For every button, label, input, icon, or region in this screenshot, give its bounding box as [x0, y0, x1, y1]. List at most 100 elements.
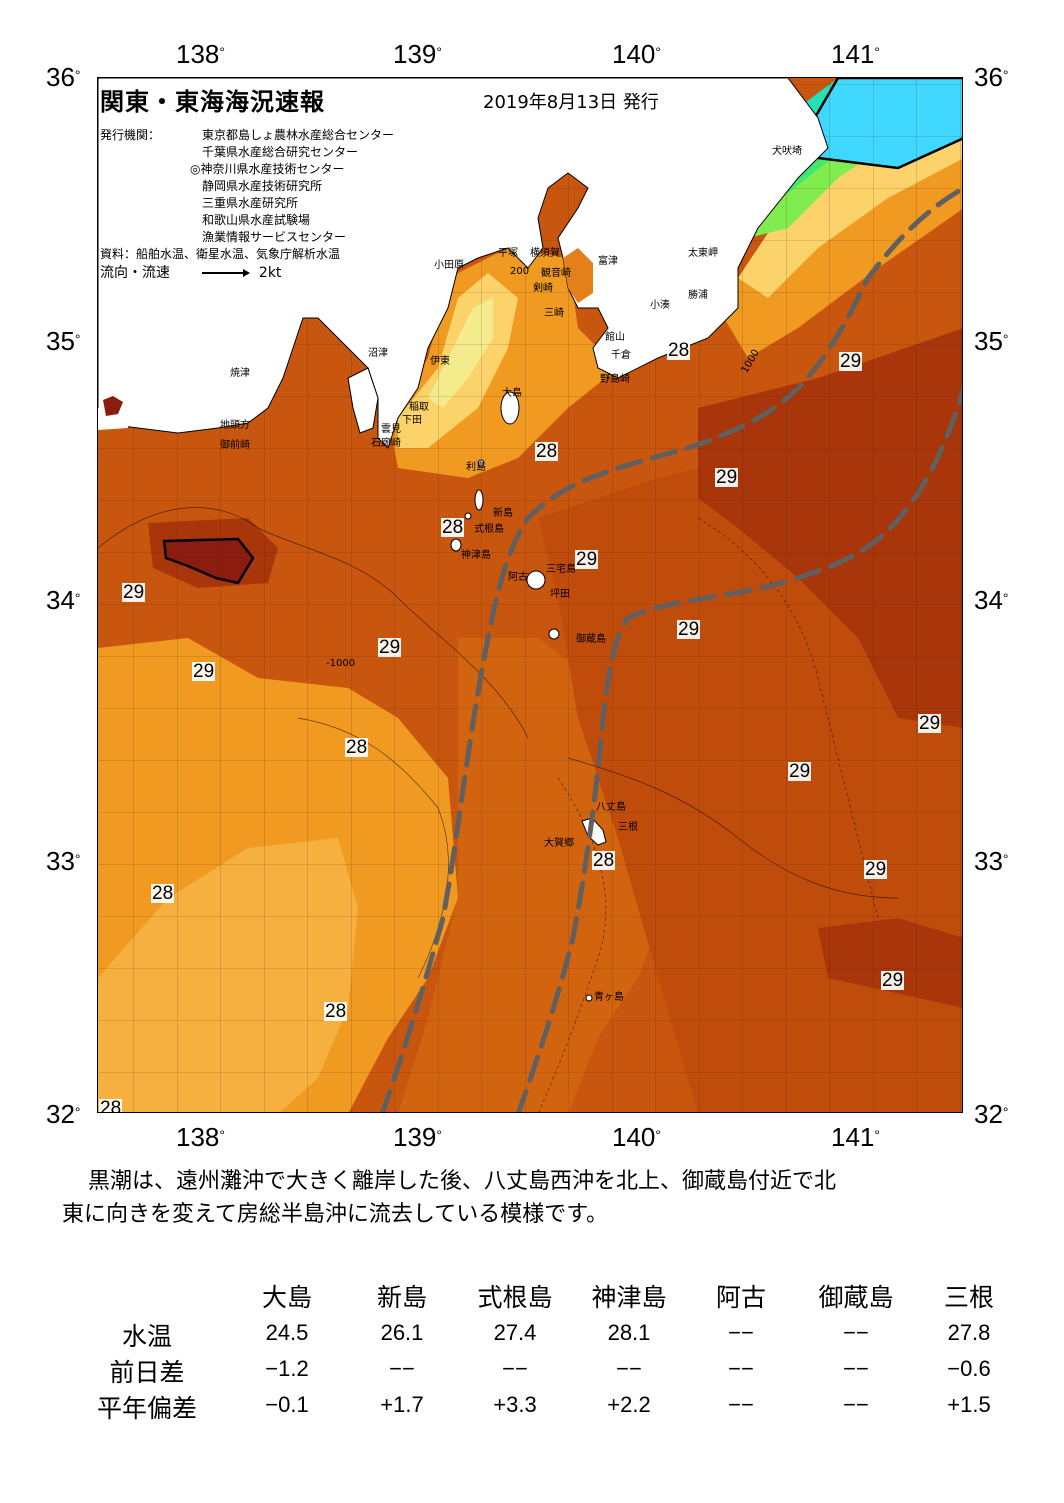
place-omaezaki: 御前崎 [220, 440, 250, 451]
place-irozaki: 石廊崎 [371, 438, 401, 449]
lat-label-right-35: 35° [974, 326, 1009, 356]
isobath-contour [538, 777, 607, 1112]
table-header: 三根 [943, 1283, 995, 1312]
table-header: 御蔵島 [818, 1283, 894, 1312]
issuer-item: 和歌山県水産試験場 [202, 213, 311, 227]
table-cell: 24.5 [265, 1320, 309, 1345]
table-cell: −− [843, 1356, 869, 1381]
temp-label: 28 [592, 850, 616, 871]
place-mikurajima: 御蔵島 [576, 634, 606, 645]
island-mikurajima [548, 628, 560, 640]
place-kumomi: 雲見 [381, 424, 401, 435]
place-mitsune: 三根 [618, 822, 638, 833]
temp-label: 29 [881, 970, 905, 991]
kuroshio-edge-line [516, 386, 962, 1112]
table-cell: 26.1 [380, 1320, 424, 1345]
place-katsuura: 勝浦 [688, 290, 708, 301]
land-honshu [98, 78, 829, 449]
depth-label-minus-1000: -1000 [326, 658, 356, 669]
row-label: 水温 [121, 1322, 173, 1351]
temp-label: 29 [192, 661, 216, 682]
place-inatori: 稲取 [409, 402, 429, 413]
place-ako: 阿古 [508, 572, 528, 583]
table-cell: −− [843, 1392, 869, 1417]
issuer-item: 千葉県水産総合研究センター [202, 145, 359, 159]
lat-label-right-32: 32° [974, 1099, 1009, 1129]
table-header: 大島 [261, 1283, 313, 1312]
table-cell: 28.1 [607, 1320, 651, 1345]
row-label: 前日差 [109, 1358, 185, 1387]
table-cell: +1.5 [947, 1392, 991, 1417]
place-shikinejima: 式根島 [474, 524, 504, 535]
temp-label: 29 [122, 582, 146, 603]
lon-label-top-141: 141° [831, 39, 880, 69]
table-cell: −1.2 [265, 1356, 309, 1381]
place-aogashima: 青ヶ島 [594, 992, 624, 1003]
island-oshima [500, 391, 520, 425]
isotherm-contour [567, 757, 899, 899]
table-cell: −0.1 [265, 1392, 309, 1417]
current-legend-speed: 2kt [258, 265, 282, 281]
table-cell: −− [728, 1392, 754, 1417]
place-chikura: 千倉 [611, 350, 631, 361]
comment-text: 黒潮は、遠州灘沖で大きく離岸した後、八丈島西沖を北上、御蔵島付近で北 東に向きを… [62, 1165, 1022, 1231]
isobath-contour [697, 517, 879, 919]
lat-label-left-35: 35° [46, 326, 81, 356]
temp-label: 28 [345, 737, 369, 758]
place-miyakejima: 三宅島 [546, 564, 576, 575]
temp-label: 29 [918, 713, 942, 734]
temp-label: 29 [575, 549, 599, 570]
place-niijima: 新島 [493, 508, 513, 519]
issue-date: 2019年8月13日 発行 [483, 92, 659, 113]
place-oshima: 大島 [502, 388, 522, 399]
table-cell: −− [843, 1320, 869, 1345]
island-niijima [474, 489, 484, 511]
sea-temperature-map: 小田原 平塚 横須賀 観音崎 剣崎 富津 三崎 太東岬 勝浦 小湊 館山 千倉 … [97, 77, 963, 1113]
place-shimoda: 下田 [402, 415, 422, 426]
issuer-item: 漁業情報サービスセンター [202, 230, 347, 244]
temp-label: 29 [715, 467, 739, 488]
place-inubosaki: 犬吠埼 [772, 146, 802, 157]
lon-label-top-138: 138° [176, 39, 225, 69]
issuer-item: 東京都島しょ農林水産総合センター [202, 128, 395, 142]
depth-label-200: 200 [510, 266, 530, 277]
lon-label-top-140: 140° [612, 39, 661, 69]
lon-label-bottom-139: 139° [393, 1122, 442, 1152]
table-cell: +1.7 [380, 1392, 424, 1417]
map-title: 関東・東海海況速報 [100, 88, 325, 116]
place-hiratsuka: 平塚 [498, 248, 518, 259]
comment-line-1: 黒潮は、遠州灘沖で大きく離岸した後、八丈島西沖を北上、御蔵島付近で北 [88, 1169, 837, 1194]
source-note: 資料：船舶水温、衛星水温、気象庁解析水温 [100, 247, 341, 261]
current-arrow-icon [202, 269, 251, 277]
temp-label: 28 [535, 441, 559, 462]
temp-label: 29 [839, 351, 863, 372]
temp-label: 28 [324, 1001, 348, 1022]
place-odawara: 小田原 [434, 260, 464, 271]
table-header: 新島 [376, 1283, 428, 1312]
place-tsurugizaki: 剣崎 [533, 283, 553, 294]
temp-label: 29 [677, 619, 701, 640]
land-red-patch [103, 396, 123, 416]
temp-label: 28 [99, 1099, 123, 1112]
place-nojimazaki: 野島崎 [600, 374, 630, 385]
place-kozushima: 神津島 [461, 550, 491, 561]
lat-label-right-36: 36° [974, 62, 1009, 92]
place-tateyama: 館山 [605, 332, 625, 343]
table-cell: −− [502, 1356, 528, 1381]
issuer-item: 三重県水産研究所 [202, 196, 299, 210]
table-header: 阿古 [715, 1283, 767, 1312]
table-cell: +3.3 [493, 1392, 537, 1417]
lon-label-bottom-138: 138° [176, 1122, 225, 1152]
temp-label: 28 [151, 883, 175, 904]
lat-label-right-33: 33° [974, 846, 1009, 876]
place-yaizu: 焼津 [230, 368, 250, 379]
table-cell: 27.4 [493, 1320, 537, 1345]
island-miyakejima [526, 570, 546, 590]
island-toshima [477, 459, 485, 467]
place-numazu: 沼津 [368, 348, 388, 359]
place-misaki: 三崎 [544, 308, 564, 319]
isotherm-contour [98, 507, 529, 739]
temp-label: 29 [788, 761, 812, 782]
place-taitomisaki: 太東岬 [688, 248, 718, 259]
place-okago: 大賀郷 [544, 838, 574, 849]
